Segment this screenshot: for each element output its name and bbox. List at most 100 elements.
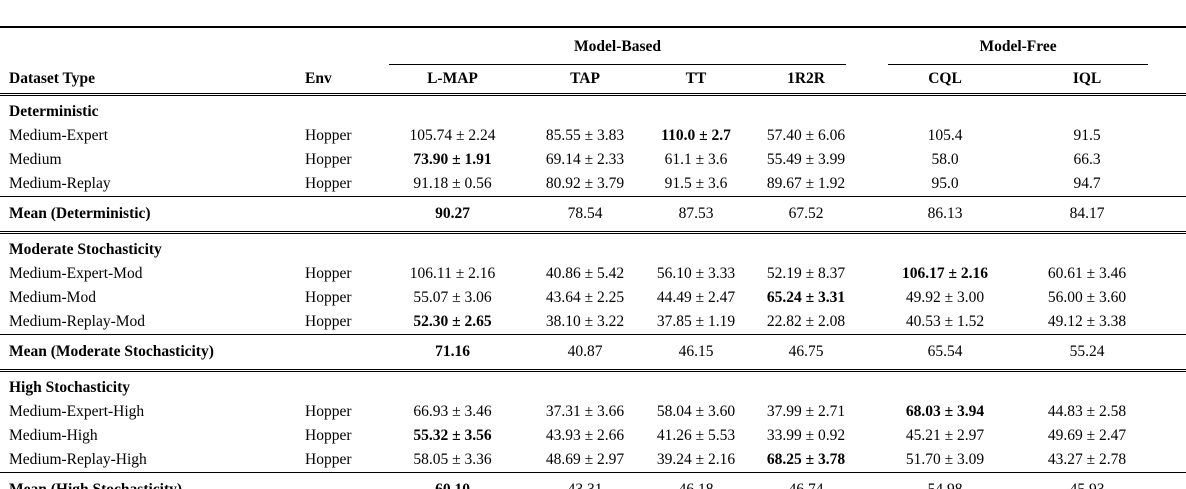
value-cell: 106.11 ± 2.16 — [409, 264, 496, 282]
value-cell: 37.85 ± 1.19 — [656, 312, 736, 330]
value-cell: 68.03 ± 3.94 — [905, 402, 985, 420]
mean-value-cell: 71.16 — [375, 333, 530, 372]
value-cell: 66.93 ± 3.46 — [413, 402, 492, 420]
data-row: Medium-Replay-High Hopper 58.05 ± 3.36 48.6… — [0, 448, 1186, 473]
mean-value-cell: 40.87 — [530, 333, 640, 372]
env-cell: Hopper — [305, 312, 352, 330]
value-cell: 52.19 ± 8.37 — [766, 264, 846, 282]
data-row: Medium-High Hopper 55.32 ± 3.56 43.93 ± 2.6… — [0, 424, 1186, 448]
dataset-cell: Medium-Expert — [9, 126, 109, 144]
value-cell: 43.93 ± 2.66 — [545, 426, 625, 444]
mean-value-cell: 55.24 — [1030, 333, 1186, 372]
env-cell: Hopper — [305, 150, 352, 168]
section-title-row: Deterministic — [0, 94, 1186, 124]
value-cell: 49.92 ± 3.00 — [905, 288, 985, 306]
data-row: Medium-Expert Hopper 105.74 ± 2.24 85.55 ± … — [0, 124, 1186, 148]
col-1r2r: 1R2R — [752, 65, 861, 96]
value-cell: 49.69 ± 2.47 — [1047, 426, 1127, 444]
mean-value-cell: 46.18 — [640, 471, 752, 489]
mean-value-cell: 46.74 — [752, 471, 861, 489]
dataset-cell: Medium-Expert-High — [9, 402, 145, 420]
mean-value-cell: 60.10 — [375, 471, 530, 489]
mean-value-cell: 43.31 — [530, 471, 640, 489]
value-cell: 95.0 — [931, 174, 959, 192]
group-header-spacer — [0, 27, 375, 65]
data-row: Medium-Replay Hopper 91.18 ± 0.56 80.92 ± 3… — [0, 172, 1186, 197]
value-cell: 58.04 ± 3.60 — [656, 402, 736, 420]
mean-value-cell: 84.17 — [1030, 195, 1186, 234]
model-based-rule: Model-Based — [389, 35, 847, 65]
mean-row: Mean (Deterministic) 90.27 78.54 87.53 67.52… — [0, 195, 1186, 234]
env-cell: Hopper — [305, 264, 352, 282]
env-cell: Hopper — [305, 450, 352, 468]
env-cell: Hopper — [305, 402, 352, 420]
table-body: Deterministic Medium-Expert Hopper 105.74 ±… — [0, 94, 1186, 489]
group-header-model-based: Model-Based — [375, 27, 860, 65]
mean-row: Mean (Moderate Stochasticity) 71.16 40.87 4… — [0, 333, 1186, 372]
value-cell: 73.90 ± 1.91 — [413, 150, 492, 168]
model-free-rule: Model-Free — [888, 35, 1149, 65]
model-based-label: Model-Based — [574, 38, 661, 55]
col-tt: TT — [640, 65, 752, 96]
value-cell: 56.10 ± 3.33 — [656, 264, 736, 282]
value-cell: 45.21 ± 2.97 — [905, 426, 985, 444]
value-cell: 40.53 ± 1.52 — [905, 312, 985, 330]
value-cell: 57.40 ± 6.06 — [766, 126, 846, 144]
col-dataset-type: Dataset Type — [0, 65, 295, 96]
value-cell: 41.26 ± 5.53 — [656, 426, 736, 444]
col-iql: IQL — [1030, 65, 1186, 96]
mean-value-cell: 86.13 — [860, 195, 1031, 234]
value-cell: 89.67 ± 1.92 — [766, 174, 846, 192]
mean-row: Mean (High Stochasticity) 60.10 43.31 46.18… — [0, 471, 1186, 489]
value-cell: 106.17 ± 2.16 — [902, 264, 989, 282]
value-cell: 44.49 ± 2.47 — [656, 288, 736, 306]
env-cell: Hopper — [305, 174, 352, 192]
value-cell: 91.5 — [1073, 126, 1101, 144]
value-cell: 80.92 ± 3.79 — [545, 174, 625, 192]
value-cell: 51.70 ± 3.09 — [905, 450, 985, 468]
value-cell: 37.31 ± 3.66 — [545, 402, 625, 420]
mean-label: Mean (Deterministic) — [0, 195, 375, 234]
value-cell: 49.12 ± 3.38 — [1047, 312, 1127, 330]
col-cql: CQL — [860, 65, 1031, 96]
mean-value-cell: 65.54 — [860, 333, 1031, 372]
group-header-model-free: Model-Free — [860, 27, 1186, 65]
value-cell: 56.00 ± 3.60 — [1047, 288, 1127, 306]
model-free-label: Model-Free — [979, 38, 1057, 55]
paper-table-figure: Model-Based Model-Free Dataset Type Env … — [0, 26, 1186, 489]
value-cell: 60.61 ± 3.46 — [1047, 264, 1127, 282]
mean-value-cell: 90.27 — [375, 195, 530, 234]
value-cell: 55.49 ± 3.99 — [766, 150, 846, 168]
value-cell: 39.24 ± 2.16 — [656, 450, 736, 468]
section-title-row: Moderate Stochasticity — [0, 232, 1186, 262]
data-row: Medium-Expert-Mod Hopper 106.11 ± 2.16 40.8… — [0, 262, 1186, 286]
value-cell: 65.24 ± 3.31 — [766, 288, 846, 306]
value-cell: 44.83 ± 2.58 — [1047, 402, 1127, 420]
value-cell: 91.18 ± 0.56 — [413, 174, 492, 192]
value-cell: 33.99 ± 0.92 — [766, 426, 846, 444]
value-cell: 43.64 ± 2.25 — [545, 288, 625, 306]
value-cell: 48.69 ± 2.97 — [545, 450, 625, 468]
value-cell: 55.07 ± 3.06 — [413, 288, 492, 306]
col-env: Env — [295, 65, 375, 96]
mean-label: Mean (Moderate Stochasticity) — [0, 333, 375, 372]
dataset-cell: Medium-Replay — [9, 174, 111, 192]
value-cell: 94.7 — [1073, 174, 1101, 192]
value-cell: 105.74 ± 2.24 — [409, 126, 496, 144]
data-row: Medium-Expert-High Hopper 66.93 ± 3.46 37.3… — [0, 400, 1186, 424]
data-row: Medium-Mod Hopper 55.07 ± 3.06 43.64 ± 2.25… — [0, 286, 1186, 310]
value-cell: 43.27 ± 2.78 — [1047, 450, 1127, 468]
section-title: High Stochasticity — [9, 378, 130, 396]
value-cell: 52.30 ± 2.65 — [413, 312, 492, 330]
value-cell: 91.5 ± 3.6 — [664, 174, 728, 192]
value-cell: 61.1 ± 3.6 — [664, 150, 728, 168]
mean-label: Mean (High Stochasticity) — [0, 471, 375, 489]
group-header-row: Model-Based Model-Free — [0, 27, 1186, 65]
data-row: Medium Hopper 73.90 ± 1.91 69.14 ± 2.33 61.1… — [0, 148, 1186, 172]
mean-value-cell: 46.75 — [752, 333, 861, 372]
mean-value-cell: 87.53 — [640, 195, 752, 234]
value-cell: 40.86 ± 5.42 — [545, 264, 625, 282]
value-cell: 37.99 ± 2.71 — [766, 402, 846, 420]
section-title-row: High Stochasticity — [0, 370, 1186, 400]
mean-value-cell: 54.98 — [860, 471, 1031, 489]
